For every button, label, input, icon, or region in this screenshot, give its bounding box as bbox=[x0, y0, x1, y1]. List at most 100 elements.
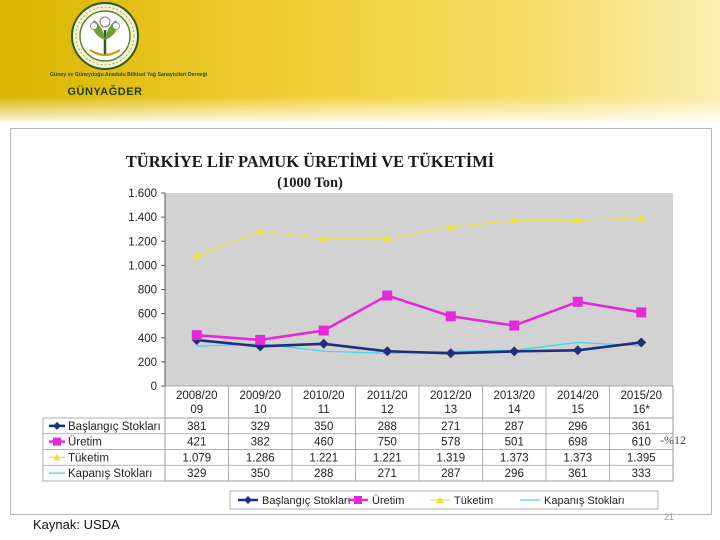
table-cell-value: 1.373 bbox=[563, 452, 592, 464]
page-number: 21 bbox=[664, 512, 675, 522]
table-cell-value: 350 bbox=[314, 421, 333, 433]
table-cell-value: 501 bbox=[505, 437, 524, 449]
table-cell-value: 287 bbox=[441, 468, 460, 480]
y-tick-label: 400 bbox=[138, 333, 157, 345]
table-cell-value: 421 bbox=[187, 437, 206, 449]
data-point-square bbox=[509, 320, 520, 331]
table-cell-value: 578 bbox=[441, 437, 460, 449]
series-line bbox=[196, 338, 642, 355]
table-legend-key-marker bbox=[53, 421, 61, 430]
data-point-diamond bbox=[445, 348, 456, 359]
x-tick-label-line2: 13 bbox=[444, 404, 457, 416]
y-tick-label: 600 bbox=[138, 309, 157, 321]
table-cell-value: 296 bbox=[505, 468, 524, 480]
table-cell-value: 382 bbox=[251, 437, 270, 449]
data-point-square bbox=[318, 325, 329, 336]
series-line bbox=[196, 294, 642, 342]
data-point-diamond bbox=[572, 345, 583, 356]
x-tick-label-line1: 2015/20 bbox=[620, 390, 662, 402]
source-note: Kaynak: USDA bbox=[33, 517, 120, 532]
table-cell-value: 288 bbox=[314, 468, 333, 480]
table-row-label: Başlangıç Stokları bbox=[68, 421, 161, 433]
data-point-triangle bbox=[573, 215, 583, 224]
table-cell-value: 361 bbox=[568, 468, 587, 480]
x-tick-label-line2: 15 bbox=[571, 404, 584, 416]
change-annotation: -%12 bbox=[660, 433, 686, 447]
y-tick-label: 1.600 bbox=[128, 188, 157, 200]
logo-emblem-icon bbox=[71, 2, 139, 70]
table-cell-value: 271 bbox=[378, 468, 397, 480]
table-cell-value: 1.319 bbox=[436, 452, 465, 464]
table-cell-value: 1.286 bbox=[246, 452, 275, 464]
data-point-diamond bbox=[636, 337, 647, 348]
table-cell-value: 1.221 bbox=[309, 452, 338, 464]
data-point-square bbox=[382, 290, 393, 301]
x-tick-label-line1: 2009/20 bbox=[239, 390, 281, 402]
table-row-label: Kapanış Stokları bbox=[68, 468, 152, 480]
logo-association-text: Güney ve Güneydoğu Anadolu Bitkisel Yağ … bbox=[50, 72, 208, 78]
legend-key-marker bbox=[436, 496, 444, 503]
x-tick-label-line1: 2012/20 bbox=[430, 390, 472, 402]
data-point-square bbox=[572, 296, 583, 307]
table-row-label: Tüketim bbox=[68, 452, 109, 464]
legend-label: Başlangıç Stokları bbox=[262, 495, 351, 507]
legend-key-marker bbox=[244, 496, 252, 504]
table-cell-value: 296 bbox=[568, 421, 587, 433]
data-point-triangle bbox=[509, 215, 519, 224]
y-tick-label: 1.000 bbox=[128, 260, 157, 272]
data-table: 2008/20 09 2009/20 10 2010/20 11 2011/20 12 2012… bbox=[42, 385, 674, 482]
table-cell-value: 460 bbox=[314, 437, 333, 449]
x-tick-label-line1: 2010/20 bbox=[303, 390, 345, 402]
table-cell-value: 288 bbox=[378, 421, 397, 433]
legend-key-marker bbox=[354, 496, 362, 504]
logo-name: GÜNYAĞDER bbox=[67, 86, 143, 98]
table-row-label: Üretim bbox=[68, 437, 102, 449]
x-tick-label-line2: 14 bbox=[508, 404, 521, 416]
table-cell-value: 750 bbox=[378, 437, 397, 449]
table-cell-value: 610 bbox=[632, 437, 651, 449]
data-point-triangle bbox=[192, 251, 202, 260]
legend-label: Üretim bbox=[372, 495, 404, 507]
table-cell-value: 329 bbox=[251, 421, 270, 433]
y-tick-label: 200 bbox=[138, 357, 157, 369]
data-point-diamond bbox=[509, 346, 520, 357]
table-cell-value: 287 bbox=[505, 421, 524, 433]
data-point-square bbox=[636, 307, 647, 318]
y-tick-label: 0 bbox=[151, 381, 157, 393]
data-point-square bbox=[255, 334, 266, 345]
data-point-square bbox=[445, 311, 456, 322]
table-cell-value: 381 bbox=[187, 421, 206, 433]
table-cell-value: 1.395 bbox=[627, 452, 656, 464]
y-tick-label: 800 bbox=[138, 285, 157, 297]
header-banner-fade bbox=[0, 96, 720, 126]
x-tick-label-line2: 11 bbox=[318, 404, 330, 416]
table-legend-key-marker bbox=[53, 437, 61, 446]
data-point-diamond bbox=[382, 346, 393, 357]
legend-label: Kapanış Stokları bbox=[544, 495, 625, 507]
table-cell-value: 333 bbox=[632, 468, 651, 480]
legend: Başlangıç Stokları Üretim Tüketim Kapanış S… bbox=[229, 490, 659, 510]
x-tick-label-line1: 2011/20 bbox=[367, 390, 408, 402]
legend-label: Tüketim bbox=[454, 495, 493, 507]
data-point-triangle bbox=[319, 234, 329, 243]
table-cell-value: 271 bbox=[441, 421, 460, 433]
x-tick-label-line2: 09 bbox=[190, 404, 203, 416]
series-line bbox=[196, 217, 642, 257]
data-point-triangle bbox=[255, 226, 265, 235]
x-tick-label-line1: 2013/20 bbox=[493, 390, 535, 402]
data-point-triangle bbox=[446, 222, 456, 231]
data-point-triangle bbox=[382, 234, 392, 243]
table-cell-value: 1.079 bbox=[182, 452, 211, 464]
axes: 0 200 400 600 800 1.000 1.200 1.400 1.600 bbox=[128, 188, 166, 393]
table-cell-value: 1.221 bbox=[373, 452, 402, 464]
plot-area bbox=[165, 193, 673, 386]
table-cell-value: 350 bbox=[251, 468, 270, 480]
gunyagder-logo: Güney ve Güneydoğu Anadolu Bitkisel Yağ … bbox=[50, 0, 208, 105]
chart-subtitle: (1000 Ton) bbox=[277, 175, 343, 191]
x-tick-label-line2: 16* bbox=[633, 404, 651, 416]
x-tick-label-line2: 10 bbox=[254, 404, 267, 416]
table-cell-value: 1.373 bbox=[500, 452, 529, 464]
chart-title: TÜRKİYE LİF PAMUK ÜRETİMİ VE TÜKETİMİ bbox=[125, 152, 495, 171]
table-cell-value: 361 bbox=[632, 421, 651, 433]
